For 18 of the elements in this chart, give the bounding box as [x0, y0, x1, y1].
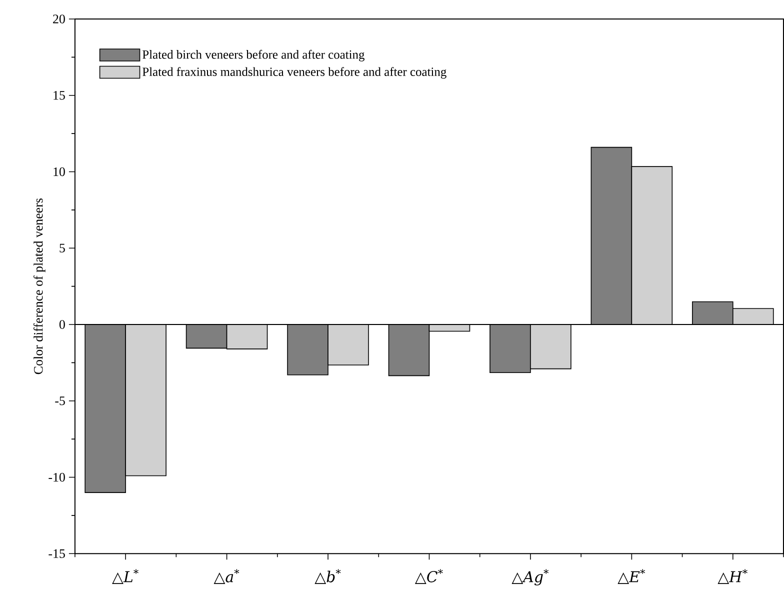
- x-tick-label: △L$^{*}$: [112, 569, 138, 584]
- x-tick-label: △C$^{*}$: [414, 569, 443, 584]
- y-tick-label: 5: [60, 244, 65, 253]
- y-tick-label: 0: [59, 320, 65, 330]
- y-tick-label: 10: [54, 168, 65, 176]
- y-tick-label: -15: [48, 550, 65, 558]
- y-tick-label: 20: [53, 14, 65, 24]
- x-tick-label: △a$^{*}$: [214, 569, 240, 584]
- x-tick-label: △E$^{*}$: [618, 569, 646, 584]
- y-tick-label: -5: [55, 396, 65, 406]
- x-tick-label: △b$^{*}$: [314, 569, 341, 584]
- legend-label: Plated birch veneers before and after coating: [142, 50, 364, 62]
- y-axis-title: Color difference of plated veneers: [33, 198, 46, 374]
- x-tick-label: △H$^{*}$: [718, 569, 748, 584]
- legend-label: Plated fraxinus mandshurica veneers before and after coating: [142, 67, 446, 79]
- y-tick-label: 15: [54, 91, 65, 100]
- x-tick-label: △Ag$^{*}$: [512, 569, 549, 586]
- y-tick-label: -10: [48, 473, 65, 482]
